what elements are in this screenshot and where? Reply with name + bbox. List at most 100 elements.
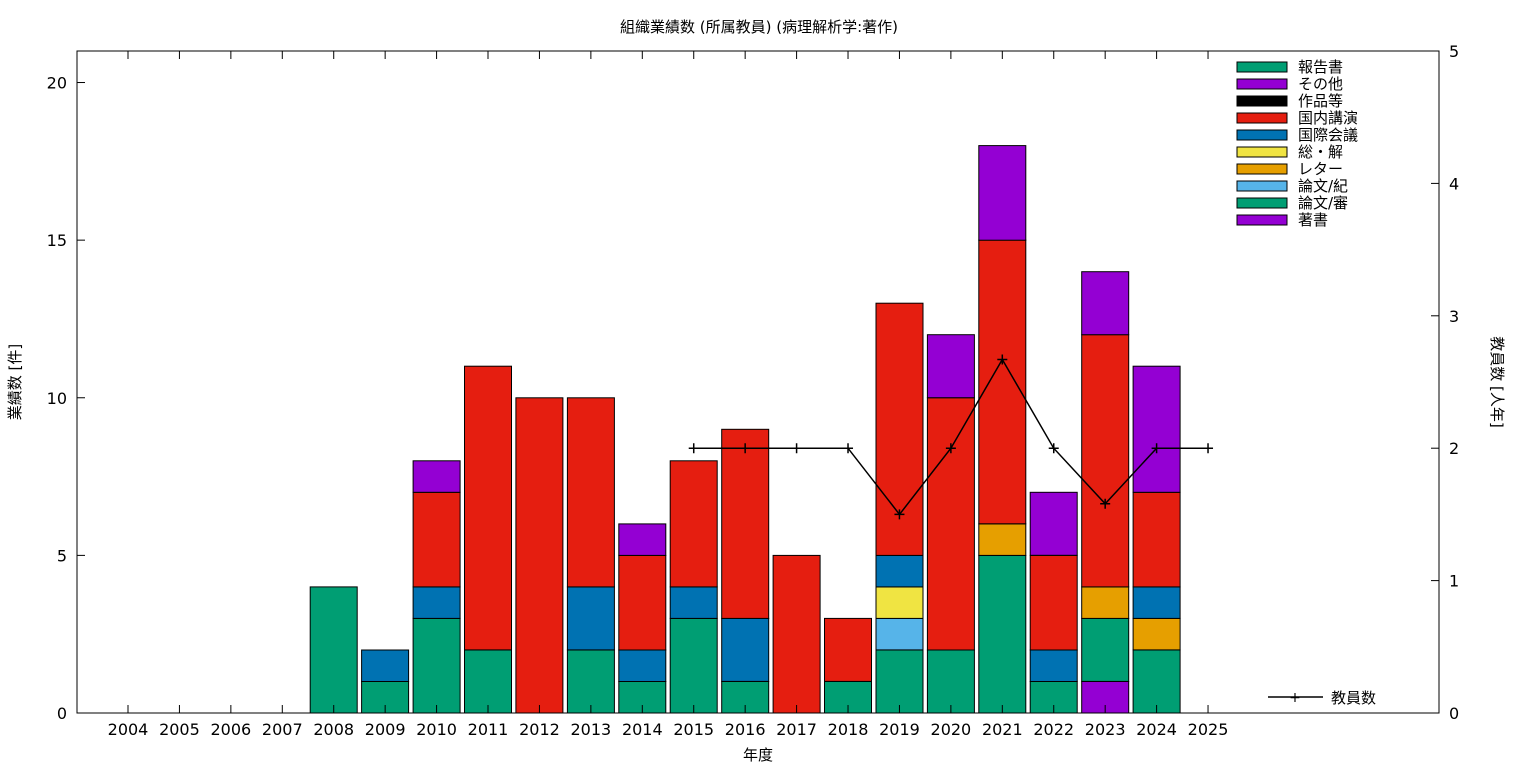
chart-title: 組織業績数 (所属教員) (病理解析学:著作)	[620, 18, 898, 36]
legend-swatch-国内講演	[1236, 112, 1288, 124]
y-tick-label: 0	[57, 704, 67, 723]
bar-2019-論文/紀	[875, 617, 924, 651]
legend-label: レター	[1298, 160, 1343, 178]
x-tick-label: 2017	[776, 720, 817, 739]
bar-2022-国内講演	[1029, 554, 1078, 651]
bar-2013-国内講演	[566, 397, 615, 588]
bar-2024-国内講演	[1132, 491, 1181, 588]
faculty-point-2023	[1100, 498, 1111, 509]
y-tick-label: 5	[57, 546, 67, 565]
bar-2022-その他	[1029, 491, 1078, 556]
legend-swatch-その他	[1236, 78, 1288, 90]
bar-2014-国際会議	[618, 649, 667, 682]
legend-swatch-総・解	[1236, 146, 1288, 158]
bar-2012-国内講演	[515, 397, 564, 714]
legend-swatch-論文/紀	[1236, 180, 1288, 192]
x-tick-label: 2007	[262, 720, 303, 739]
x-tick-label: 2012	[519, 720, 560, 739]
faculty-point-2022	[1048, 443, 1059, 454]
y2-tick-label: 2	[1449, 439, 1459, 458]
faculty-point-2015	[688, 443, 699, 454]
bar-2010-国内講演	[412, 491, 461, 588]
bar-2010-その他	[412, 460, 461, 493]
y-axis-label: 業績数 [件]	[6, 344, 24, 420]
bar-2017-国内講演	[772, 554, 821, 714]
bar-2014-その他	[618, 523, 667, 556]
legend-swatch-論文/審	[1236, 197, 1288, 209]
bar-2015-論文/審	[669, 617, 718, 714]
faculty-point-2018	[843, 443, 854, 454]
x-tick-label: 2010	[416, 720, 457, 739]
y2-tick-label: 4	[1449, 174, 1459, 193]
x-tick-label: 2018	[828, 720, 869, 739]
x-tick-label: 2013	[571, 720, 612, 739]
line-legend-cross: +	[1289, 690, 1301, 706]
legend-label: 作品等	[1298, 92, 1343, 110]
legend-label: 総・解	[1298, 143, 1343, 161]
bar-2018-国内講演	[824, 617, 872, 682]
bar-2009-国際会議	[361, 649, 410, 682]
faculty-point-2019	[894, 509, 905, 520]
x-axis-label: 年度	[743, 746, 773, 764]
bar-2019-総・解	[875, 586, 924, 619]
bar-2023-レター	[1081, 586, 1130, 619]
x-tick-label: 2024	[1136, 720, 1177, 739]
legend-swatch-作品等	[1236, 95, 1288, 107]
x-tick-label: 2023	[1085, 720, 1126, 739]
line-legend-label: 教員数	[1331, 689, 1376, 707]
y2-tick-label: 1	[1449, 572, 1459, 591]
y-tick-label: 10	[47, 389, 67, 408]
y-tick-label: 20	[47, 74, 67, 93]
legend-label: 国際会議	[1298, 126, 1358, 144]
bar-2020-国内講演	[926, 397, 975, 651]
x-tick-label: 2008	[313, 720, 354, 739]
y2-tick-label: 3	[1449, 307, 1459, 326]
bar-2022-国際会議	[1029, 649, 1078, 682]
legend-swatch-国際会議	[1236, 129, 1288, 141]
bar-2024-国際会議	[1132, 586, 1181, 619]
bar-2010-国際会議	[412, 586, 461, 619]
x-tick-label: 2021	[982, 720, 1023, 739]
bar-2013-国際会議	[566, 586, 615, 651]
bar-2008-報告書	[309, 586, 358, 714]
x-tick-label: 2025	[1188, 720, 1229, 739]
y2-tick-label: 0	[1449, 704, 1459, 723]
legend-label: 論文/紀	[1298, 177, 1348, 195]
y-tick-label: 15	[47, 231, 67, 250]
bar-2014-国内講演	[618, 554, 667, 651]
faculty-point-2021	[997, 354, 1008, 365]
bar-2011-国内講演	[464, 365, 512, 651]
x-tick-label: 2011	[468, 720, 509, 739]
bar-2024-論文/審	[1132, 649, 1181, 714]
x-tick-label: 2006	[211, 720, 252, 739]
x-tick-label: 2004	[108, 720, 149, 739]
legend-label: 著書	[1298, 211, 1328, 229]
x-tick-label: 2016	[725, 720, 766, 739]
x-tick-label: 2005	[159, 720, 200, 739]
bar-2010-論文/審	[412, 617, 461, 714]
bar-2019-国際会議	[875, 554, 924, 588]
bar-2023-論文/審	[1081, 617, 1130, 682]
bar-2011-論文/審	[464, 649, 512, 714]
bar-2021-レター	[978, 523, 1027, 556]
legend-swatch-著書	[1236, 214, 1288, 226]
line-legend: + 教員数	[1268, 689, 1376, 707]
line-layer	[688, 354, 1214, 520]
x-tick-label: 2022	[1033, 720, 1074, 739]
legend-label: その他	[1298, 75, 1343, 93]
bar-2020-論文/審	[926, 649, 975, 714]
bar-2013-論文/審	[566, 649, 615, 714]
y2-axis-label: 教員数 [人年]	[1488, 336, 1506, 427]
y2-tick-label: 5	[1449, 42, 1459, 61]
faculty-point-2016	[740, 443, 751, 454]
bar-2015-国際会議	[669, 586, 718, 619]
legend-swatch-レター	[1236, 163, 1288, 175]
bar-2021-国内講演	[978, 239, 1027, 525]
faculty-point-2024	[1151, 443, 1162, 454]
faculty-point-2020	[945, 443, 956, 454]
x-tick-label: 2020	[931, 720, 972, 739]
legend-label: 論文/審	[1298, 194, 1348, 212]
bar-2019-論文/審	[875, 649, 924, 714]
